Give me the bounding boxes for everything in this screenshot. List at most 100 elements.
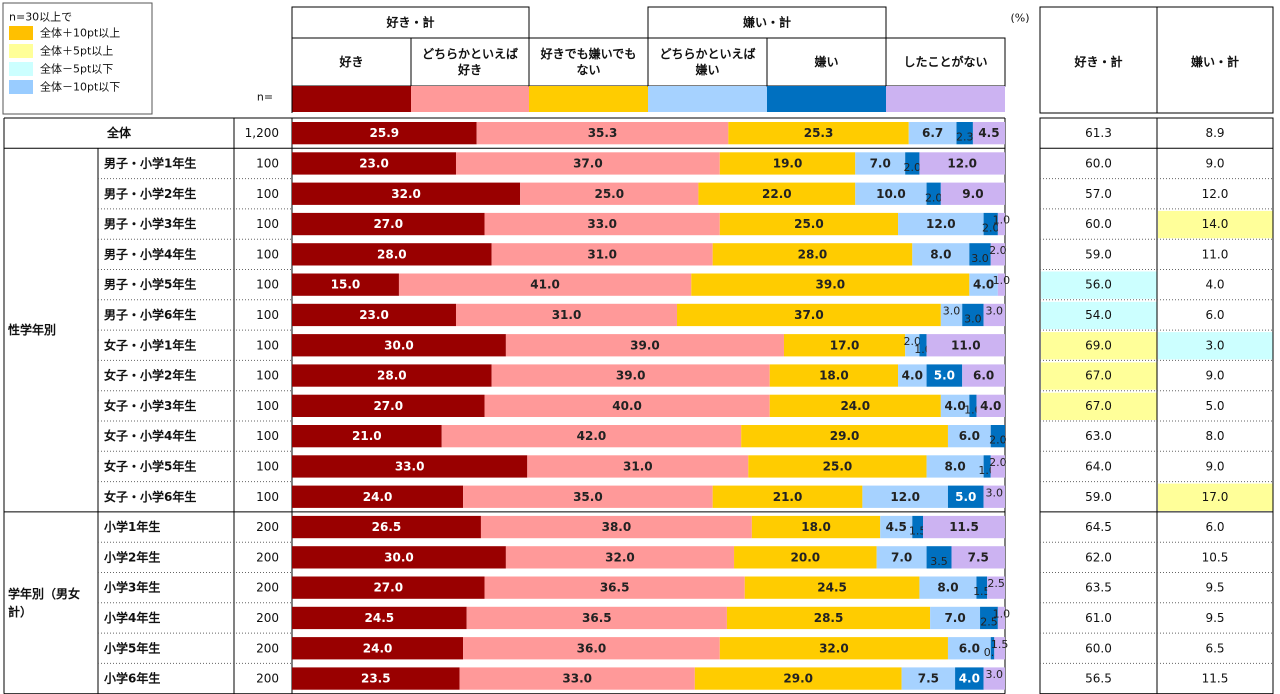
row-label: 小学2年生 (104, 549, 160, 564)
bar-segment (719, 152, 856, 175)
bar-segment (976, 576, 988, 599)
bar-value-label: 36.5 (582, 611, 612, 625)
bar-segment (769, 364, 899, 387)
percent-unit: (%) (1010, 12, 1029, 25)
row-label: 小学1年生 (104, 519, 160, 534)
like-total-value: 59.0 (1085, 490, 1112, 504)
bar-segment (980, 606, 998, 630)
like-total-value: 57.0 (1085, 187, 1112, 201)
table-row: 女子・小学4年生 100 21.0 42.0 29.0 6.0 2.0 63.0 8.0 (104, 425, 1225, 448)
like-total-highlight (1041, 301, 1157, 330)
row-label: 男子・小学3年生 (104, 216, 196, 231)
bar-segment (926, 182, 941, 205)
bar-segment (919, 576, 977, 599)
bar-segment (955, 667, 984, 690)
bar-value-label: 24.5 (365, 611, 395, 625)
bar-value-label: 26.5 (372, 520, 402, 534)
bar-value-label: 21.0 (352, 429, 382, 443)
bar-value-label: 28.5 (814, 611, 844, 625)
bar-value-label: 11.0 (951, 338, 981, 352)
like-total-value: 64.5 (1085, 520, 1112, 534)
bar-segment (940, 303, 963, 327)
bar-value-label: 39.0 (630, 338, 660, 352)
bar-value-label: 36.0 (577, 641, 607, 655)
row-n: 200 (256, 581, 279, 595)
row-n: 200 (256, 641, 279, 655)
bar-segment (783, 334, 906, 357)
row-label: 男子・小学4年生 (104, 246, 196, 261)
bar-value-label: 39.0 (816, 278, 846, 292)
row-n: 100 (256, 338, 279, 352)
bar-segment (976, 394, 1005, 417)
bar-segment (491, 243, 713, 266)
row-label: 小学4年生 (104, 610, 160, 625)
bar-value-label: 33.0 (395, 459, 425, 473)
row-label: 女子・小学2年生 (104, 368, 196, 383)
column-color-strip (767, 86, 886, 112)
like-total-value: 63.0 (1085, 429, 1112, 443)
bar-segment (962, 303, 984, 327)
row-n: 100 (256, 369, 279, 383)
like-total-highlight (1041, 362, 1157, 390)
bar-segment (292, 576, 485, 599)
dislike-total-highlight (1158, 332, 1273, 360)
bar-value-label: 25.0 (794, 217, 824, 231)
table-row: 小学3年生 200 27.0 36.5 24.5 8.0 1.52.5 63.5 9.5 (104, 576, 1225, 599)
bar-value-label: 23.0 (359, 308, 389, 322)
bar-segment (880, 515, 913, 539)
bar-value-label: 40.0 (612, 399, 642, 413)
bar-segment (990, 455, 1005, 478)
dislike-total-value: 9.5 (1205, 611, 1224, 625)
bar-value-label: 3.0 (986, 304, 1004, 317)
legend-item-label: 全体－10pt以下 (40, 80, 120, 94)
bar-value-label: 15.0 (331, 278, 361, 292)
bar-segment (292, 273, 399, 296)
bar-segment (983, 303, 1005, 327)
bar-value-label: 7.0 (870, 156, 891, 170)
bar-value-label: 27.0 (373, 399, 403, 413)
like-total-highlight (1041, 271, 1157, 299)
row-label: 全体 (106, 125, 132, 140)
n-header: n= (257, 91, 273, 104)
row-label: 女子・小学3年生 (104, 398, 196, 413)
bar-segment (719, 637, 948, 660)
dislike-group-header: 嫌い・計 (742, 15, 791, 30)
dislike-total-value: 6.5 (1205, 641, 1224, 655)
bar-segment (912, 515, 924, 539)
bar-value-label: 6.7 (922, 126, 943, 140)
bar-value-label: 18.0 (819, 369, 849, 383)
row-label: 男子・小学1年生 (104, 155, 196, 170)
legend-swatch (9, 26, 33, 40)
table-row: 小学2年生 200 30.0 32.0 20.0 7.0 3.5 7.5 62.0 10.5 (104, 546, 1228, 569)
legend-swatch (9, 44, 33, 58)
bar-value-label: 5.0 (955, 490, 976, 504)
bar-segment (292, 394, 485, 417)
bar-segment (459, 667, 695, 690)
table-row: 小学5年生 200 24.0 36.0 32.0 6.0 0.51.5 60.0 6.5 (104, 637, 1225, 660)
bar-segment (951, 546, 1005, 569)
bar-value-label: 2.0 (989, 434, 1007, 447)
bar-value-label: 4.0 (902, 369, 923, 383)
bar-value-label: 9.0 (962, 187, 983, 201)
bar-value-label: 28.0 (798, 247, 828, 261)
bar-segment (744, 576, 920, 599)
row-label: 男子・小学6年生 (104, 307, 196, 322)
bar-value-label: 3.0 (986, 668, 1004, 681)
bar-segment (741, 425, 948, 448)
table-row: 女子・小学5年生 100 33.0 31.0 25.0 8.0 1.02.0 64.0 9.0 (104, 455, 1225, 478)
bar-segment (292, 243, 492, 266)
bar-segment (990, 637, 995, 660)
bar-value-label: 35.0 (573, 490, 603, 504)
bar-segment (983, 212, 998, 236)
bar-value-label: 24.5 (817, 581, 847, 595)
bar-value-label: 42.0 (577, 429, 607, 443)
bar-segment (677, 303, 941, 327)
legend-swatch (9, 62, 33, 76)
bar-value-label: 20.0 (791, 550, 821, 564)
bar-value-label: 25.3 (804, 126, 834, 140)
bar-value-label: 4.0 (959, 672, 980, 686)
bar-value-label: 37.0 (573, 156, 603, 170)
bar-segment (484, 576, 745, 599)
row-label: 小学6年生 (104, 671, 160, 686)
bar-value-label: 17.0 (830, 338, 860, 352)
